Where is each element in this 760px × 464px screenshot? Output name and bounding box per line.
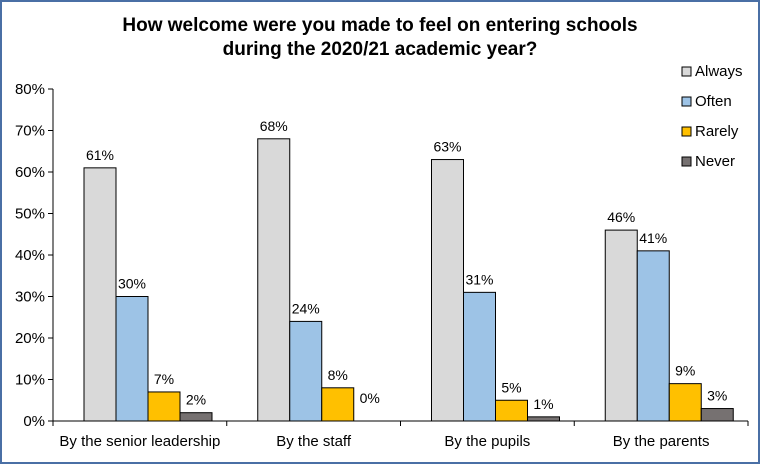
bar-often (289, 320, 323, 422)
y-tick-label: 20% (15, 330, 45, 347)
data-label: 24% (292, 300, 320, 316)
y-tick-label: 60% (15, 164, 45, 181)
data-label: 3% (707, 388, 727, 404)
bar-always (604, 229, 638, 422)
x-tick-label: By the parents (613, 433, 710, 450)
data-label: 46% (607, 209, 635, 225)
bars (83, 138, 734, 422)
x-tick-label: By the senior leadership (59, 433, 220, 450)
bar-often (636, 250, 670, 422)
data-label: 9% (675, 363, 695, 379)
x-axis: By the senior leadership By the staff By t… (52, 420, 749, 450)
bar-rarely (147, 391, 181, 422)
y-tick-label: 0% (23, 413, 45, 430)
data-label: 41% (639, 230, 667, 246)
legend-swatch-rarely (681, 126, 692, 137)
data-label: 2% (186, 392, 206, 408)
legend-label-never: Never (695, 153, 735, 170)
data-label: 61% (86, 147, 114, 163)
bar-always (431, 159, 464, 422)
bar-never (700, 408, 734, 422)
legend-label-rarely: Rarely (695, 123, 739, 140)
data-label: 31% (465, 271, 493, 287)
legend-label-often: Often (695, 93, 732, 110)
y-tick-label: 10% (15, 372, 45, 389)
y-tick-label: 70% (15, 123, 45, 140)
data-label: 7% (154, 371, 174, 387)
y-tick-label: 50% (15, 206, 45, 223)
data-label: 5% (501, 379, 521, 395)
legend-swatch-often (681, 96, 692, 107)
data-label: 68% (260, 118, 288, 134)
y-tick-label: 30% (15, 289, 45, 306)
y-axis: 0% 10% 20% 30% 40% 50% 60% 70% 80% (15, 81, 54, 430)
legend: Always Often Rarely Never (681, 63, 743, 170)
x-tick-label: By the pupils (444, 433, 530, 450)
y-tick-label: 80% (15, 81, 45, 98)
bar-never (527, 416, 560, 422)
x-tick-label: By the staff (276, 433, 352, 450)
bar-always (83, 167, 117, 422)
chart-title: How welcome were you made to feel on ent… (122, 15, 638, 60)
data-label: 63% (433, 139, 461, 155)
bar-rarely (495, 399, 528, 422)
bar-often (463, 291, 496, 422)
bar-rarely (668, 383, 702, 422)
data-labels: 61% 68% 63% 46% 30% 24% 31% 41% 7% 8% 5% 9% 2% 0% 1% 3% (86, 118, 727, 412)
data-label: 1% (533, 396, 553, 412)
data-label: 0% (360, 390, 380, 406)
bar-never (179, 412, 213, 422)
legend-label-always: Always (695, 63, 743, 80)
y-tick-label: 40% (15, 247, 45, 264)
legend-swatch-never (681, 156, 692, 167)
bar-always (257, 138, 291, 422)
bar-rarely (321, 387, 355, 422)
legend-swatch-always (681, 66, 692, 77)
bar-often (115, 296, 149, 422)
data-label: 30% (118, 276, 146, 292)
data-label: 8% (328, 367, 348, 383)
